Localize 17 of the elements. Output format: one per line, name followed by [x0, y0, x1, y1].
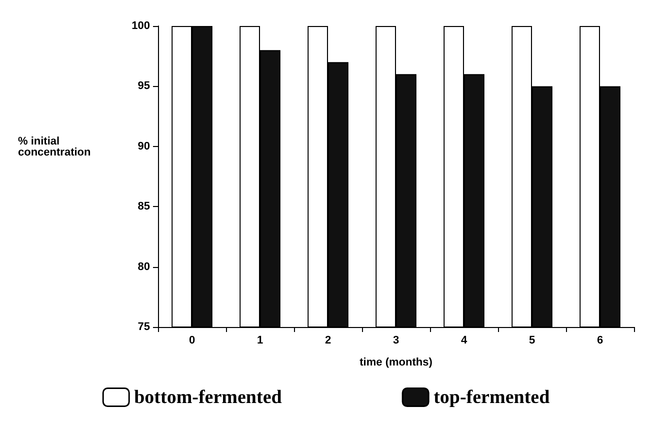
x-tick-label: 2	[324, 334, 332, 346]
x-tick-label: 5	[528, 334, 536, 346]
y-tick-label: 95	[138, 80, 150, 92]
x-tick-label: 0	[188, 334, 196, 346]
x-tick-label: 4	[460, 334, 468, 346]
legend-label: top-fermented	[434, 386, 550, 408]
x-tick-label: 6	[596, 334, 604, 346]
y-tick-label: 90	[138, 140, 150, 152]
legend-label: bottom-fermented	[134, 386, 282, 408]
x-axis-title: time (months)	[360, 356, 433, 368]
x-tick-label: 3	[392, 334, 400, 346]
y-tick-label: 100	[132, 20, 150, 32]
y-axis-title: % initial concentration	[18, 136, 92, 158]
y-tick-label: 85	[138, 200, 150, 213]
x-tick-label: 1	[256, 334, 264, 346]
y-tick-label: 80	[138, 260, 150, 273]
y-tick-label: 75	[138, 321, 150, 333]
